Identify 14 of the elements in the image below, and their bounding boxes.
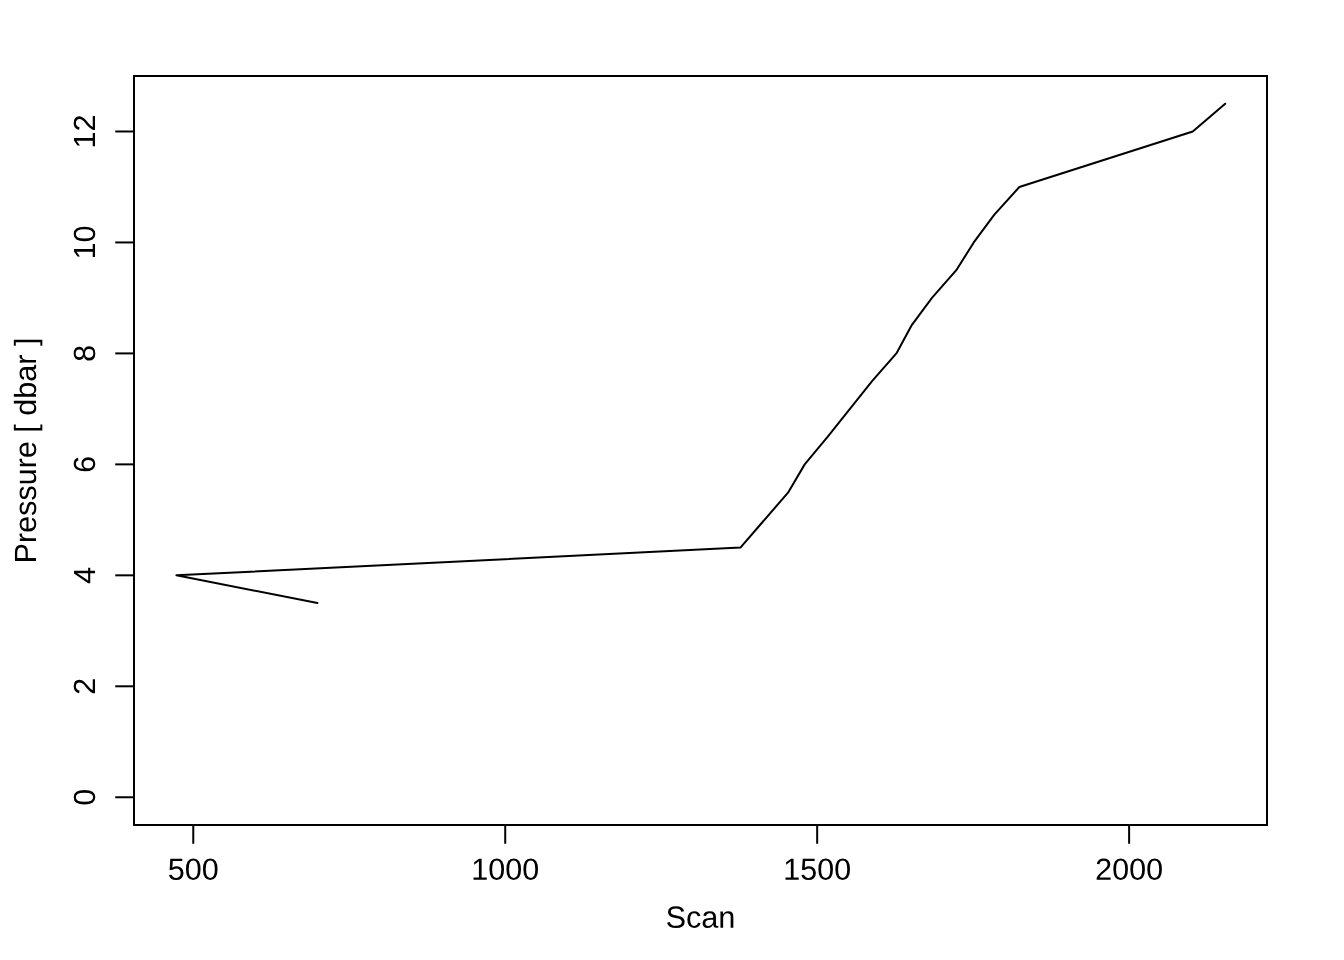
y-tick-label: 2 [73, 679, 96, 694]
y-tick-label: 8 [73, 346, 96, 361]
y-tick-label: 10 [73, 226, 96, 258]
x-tick-label: 1000 [473, 858, 539, 881]
line-series [175, 102, 1227, 605]
y-tick-label: 4 [74, 567, 96, 584]
x-tick-label: 1500 [785, 858, 850, 881]
x-axis-title: Scan [667, 906, 734, 929]
x-tick-label: 2000 [1096, 858, 1162, 881]
y-axis-title: Pressure [ dbar ] [13, 339, 43, 561]
x-tick-label: 500 [169, 858, 218, 881]
y-tick-label: 6 [73, 457, 96, 472]
y-tick-label: 0 [73, 789, 96, 805]
y-tick-label: 12 [73, 116, 96, 147]
